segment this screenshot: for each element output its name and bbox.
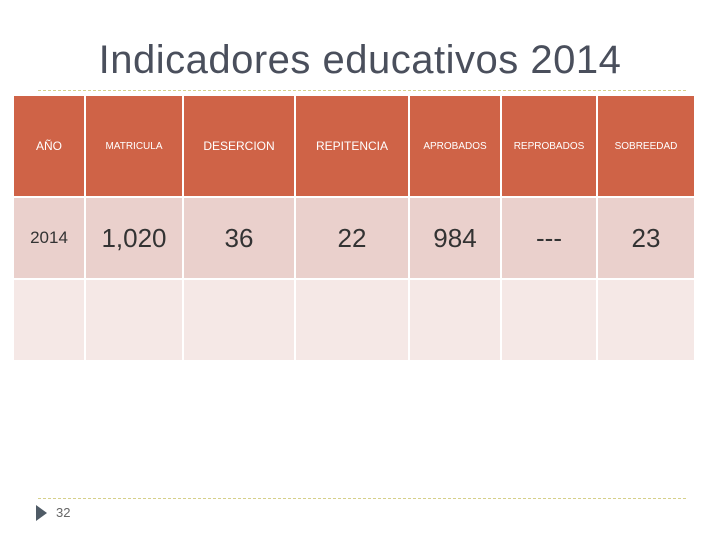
- header-cell-sobreedad: SOBREEDAD: [598, 96, 694, 198]
- empty-cell: [14, 278, 84, 360]
- table-header-row: AÑO MATRICULA DESERCION REPITENCIA APROB…: [14, 96, 694, 198]
- empty-cell: [502, 278, 596, 360]
- header-cell-aprobados: APROBADOS: [410, 96, 500, 198]
- top-divider: [38, 90, 686, 91]
- empty-cell: [598, 278, 694, 360]
- cell-aprobados: 984: [410, 198, 500, 278]
- empty-cell: [296, 278, 408, 360]
- bottom-divider: [38, 498, 686, 499]
- table-row: 2014 1,020 36 22 984 --- 23: [14, 198, 694, 278]
- empty-cell: [184, 278, 294, 360]
- cell-reprobados: ---: [502, 198, 596, 278]
- table-row-empty: [14, 278, 694, 360]
- header-cell-repitencia: REPITENCIA: [296, 96, 408, 198]
- indicators-table: AÑO MATRICULA DESERCION REPITENCIA APROB…: [12, 96, 696, 360]
- header-cell-matricula: MATRICULA: [86, 96, 182, 198]
- slide-title: Indicadores educativos 2014: [98, 38, 622, 82]
- cell-desercion: 36: [184, 198, 294, 278]
- cell-ano: 2014: [14, 198, 84, 278]
- header-cell-ano: AÑO: [14, 96, 84, 198]
- bullet-arrow-icon: [36, 505, 47, 521]
- empty-cell: [410, 278, 500, 360]
- empty-cell: [86, 278, 182, 360]
- header-cell-desercion: DESERCION: [184, 96, 294, 198]
- cell-repitencia: 22: [296, 198, 408, 278]
- cell-matricula: 1,020: [86, 198, 182, 278]
- cell-sobreedad: 23: [598, 198, 694, 278]
- header-cell-reprobados: REPROBADOS: [502, 96, 596, 198]
- page-number: 32: [56, 505, 71, 520]
